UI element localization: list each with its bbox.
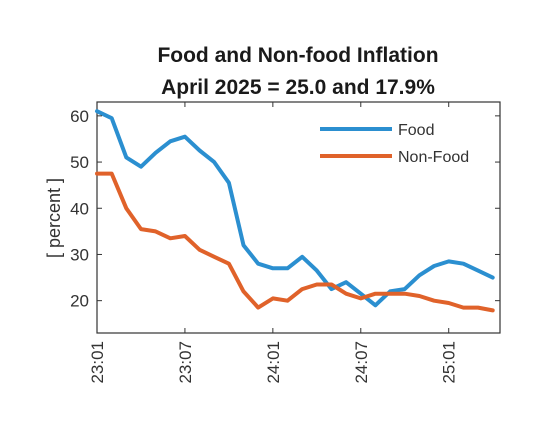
- y-tick-label: 60: [70, 107, 89, 126]
- legend: Food Non-Food: [320, 122, 469, 166]
- series-line-food: [95, 109, 495, 308]
- chart-title-line-2: April 2025 = 25.0 and 17.9%: [161, 76, 435, 99]
- y-tick-label: 40: [70, 199, 89, 218]
- y-axis-label: [ percent ]: [44, 178, 64, 258]
- legend-label: Food: [398, 122, 434, 139]
- legend-label: Non-Food: [398, 149, 469, 166]
- x-tick-label: 23:01: [88, 341, 107, 384]
- x-tick-label: 24:07: [352, 341, 371, 384]
- y-tick-label: 50: [70, 153, 89, 172]
- x-tick-label: 24:01: [264, 341, 283, 384]
- x-tick-label: 23:07: [176, 341, 195, 384]
- y-tick-label: 30: [70, 245, 89, 264]
- x-tick-label: 25:01: [440, 341, 459, 384]
- plot-area-frame: [96, 101, 501, 334]
- chart-title-line-1: Food and Non-food Inflation: [157, 44, 438, 67]
- y-tick-label: 20: [70, 292, 89, 311]
- series-line-non-food: [95, 171, 495, 313]
